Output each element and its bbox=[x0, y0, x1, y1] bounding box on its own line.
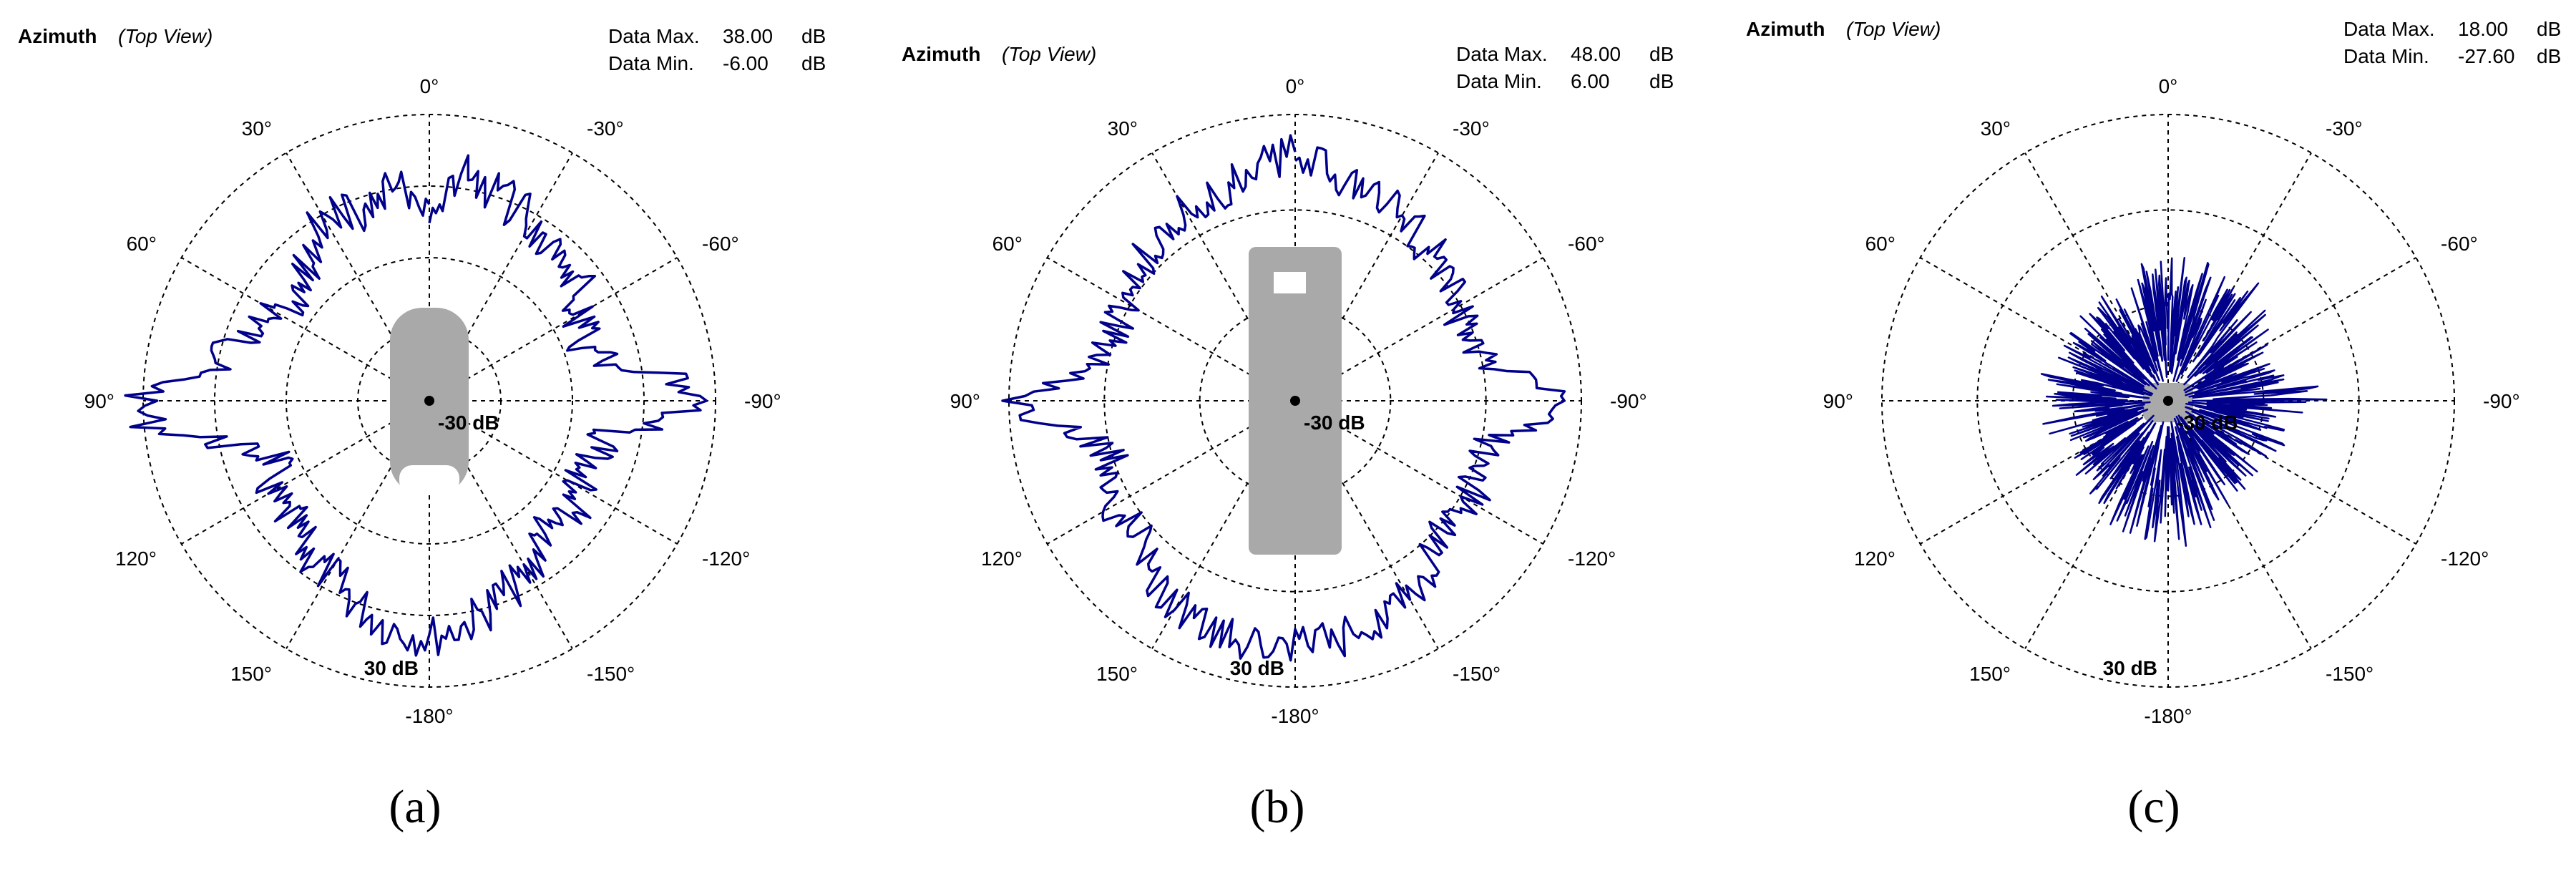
angle-label-6: -180° bbox=[405, 705, 453, 727]
caption-a: (a) bbox=[389, 781, 441, 833]
data-min-unit: dB bbox=[1649, 70, 1674, 92]
angle-label-10: 60° bbox=[127, 233, 157, 255]
angle-label-3: -90° bbox=[1610, 390, 1647, 412]
chart-header: Azimuth (Top View) Data Max. 48.00 dB Data Mi… bbox=[902, 43, 1674, 92]
data-max-value: 48.00 bbox=[1571, 43, 1621, 65]
data-min-value: -6.00 bbox=[723, 52, 769, 74]
angle-label-4: -120° bbox=[2441, 547, 2489, 570]
angle-label-10: 60° bbox=[1865, 233, 1896, 255]
chart-panel-b: Azimuth (Top View) Data Max. 48.00 dB Data Mi… bbox=[880, 0, 1717, 881]
angle-label-9: 90° bbox=[950, 390, 980, 412]
angle-label-8: 120° bbox=[1854, 547, 1896, 570]
angle-label-5: -150° bbox=[587, 663, 635, 685]
chart-header: Azimuth (Top View) Data Max. 38.00 dB Data Mi… bbox=[18, 25, 826, 74]
data-min-label: Data Min. bbox=[2343, 45, 2429, 67]
data-series-line bbox=[2040, 256, 2328, 547]
truck-cab-window bbox=[1274, 272, 1306, 293]
chart-title: Azimuth bbox=[18, 25, 97, 47]
data-series-line bbox=[124, 154, 708, 657]
angle-label-10: 60° bbox=[992, 233, 1023, 255]
angle-label-2: -60° bbox=[2441, 233, 2478, 255]
angle-label-7: 150° bbox=[1969, 663, 2011, 685]
center-label: -30 dB bbox=[2177, 412, 2238, 434]
polar-chart-a: Azimuth (Top View) Data Max. 38.00 dB Data Mi… bbox=[18, 25, 826, 727]
ring-step-label: 30 dB bbox=[364, 657, 419, 679]
angle-label-11: 30° bbox=[242, 117, 272, 140]
angle-label-5: -150° bbox=[1453, 663, 1501, 685]
plot-area: Azimuth (Top View) Data Max. 18.00 dB Data Mi… bbox=[1746, 18, 2561, 727]
angle-label-8: 120° bbox=[115, 547, 157, 570]
chart-title: Azimuth bbox=[1746, 18, 1825, 40]
data-min-value: -27.60 bbox=[2458, 45, 2514, 67]
polar-chart-b: Azimuth (Top View) Data Max. 48.00 dB Data Mi… bbox=[902, 43, 1674, 727]
angle-label-0: 0° bbox=[2159, 75, 2178, 97]
angle-label-0: 0° bbox=[420, 75, 439, 97]
ring-step-label: 30 dB bbox=[2103, 657, 2157, 679]
angle-label-0: 0° bbox=[1286, 75, 1305, 97]
data-max-unit: dB bbox=[2537, 18, 2561, 40]
angle-label-8: 120° bbox=[981, 547, 1023, 570]
car-rear-window bbox=[399, 465, 459, 494]
center-dot bbox=[2163, 396, 2173, 406]
center-label: -30 dB bbox=[438, 412, 499, 434]
angle-label-4: -120° bbox=[702, 547, 750, 570]
polar-chart-c: Azimuth (Top View) Data Max. 18.00 dB Data Mi… bbox=[1746, 18, 2561, 727]
grid-ring-1 bbox=[286, 257, 573, 545]
chart-header: Azimuth (Top View) Data Max. 18.00 dB Data Mi… bbox=[1746, 18, 2561, 67]
ring-step-label: 30 dB bbox=[1230, 657, 1284, 679]
angle-label-1: -30° bbox=[1453, 117, 1490, 140]
angle-label-3: -90° bbox=[2483, 390, 2520, 412]
chart-subtitle: (Top View) bbox=[118, 25, 213, 47]
center-dot bbox=[424, 396, 434, 406]
angle-label-4: -120° bbox=[1568, 547, 1616, 570]
center-dot bbox=[1290, 396, 1300, 406]
angle-label-1: -30° bbox=[587, 117, 624, 140]
angle-label-2: -60° bbox=[702, 233, 739, 255]
chart-panel-a: Azimuth (Top View) Data Max. 38.00 dB Data Mi… bbox=[0, 0, 837, 881]
data-max-value: 38.00 bbox=[723, 25, 773, 47]
chart-panel-c: Azimuth (Top View) Data Max. 18.00 dB Data Mi… bbox=[1732, 0, 2576, 881]
chart-title: Azimuth bbox=[902, 43, 980, 65]
data-series-line bbox=[1001, 134, 1566, 662]
data-max-unit: dB bbox=[801, 25, 826, 47]
angle-label-2: -60° bbox=[1568, 233, 1605, 255]
chart-subtitle: (Top View) bbox=[1846, 18, 1941, 40]
caption-c: (c) bbox=[2127, 781, 2180, 833]
angle-label-7: 150° bbox=[230, 663, 272, 685]
data-min-label: Data Min. bbox=[1456, 70, 1542, 92]
angle-label-11: 30° bbox=[1108, 117, 1138, 140]
data-min-unit: dB bbox=[2537, 45, 2561, 67]
data-max-label: Data Max. bbox=[608, 25, 700, 47]
angle-label-6: -180° bbox=[2144, 705, 2192, 727]
data-max-unit: dB bbox=[1649, 43, 1674, 65]
plot-area: Azimuth (Top View) Data Max. 38.00 dB Data Mi… bbox=[18, 25, 826, 727]
angle-label-7: 150° bbox=[1096, 663, 1138, 685]
angle-label-1: -30° bbox=[2326, 117, 2363, 140]
plot-area: Azimuth (Top View) Data Max. 48.00 dB Data Mi… bbox=[902, 43, 1674, 727]
caption-b: (b) bbox=[1249, 781, 1305, 833]
angle-label-6: -180° bbox=[1271, 705, 1319, 727]
angle-label-9: 90° bbox=[1823, 390, 1853, 412]
data-min-unit: dB bbox=[801, 52, 826, 74]
data-max-value: 18.00 bbox=[2458, 18, 2508, 40]
center-label: -30 dB bbox=[1304, 412, 1365, 434]
data-max-label: Data Max. bbox=[1456, 43, 1548, 65]
grid-spoke-210 bbox=[2167, 400, 2312, 649]
angle-label-3: -90° bbox=[744, 390, 781, 412]
angle-label-5: -150° bbox=[2326, 663, 2373, 685]
angle-label-11: 30° bbox=[1981, 117, 2011, 140]
angle-label-9: 90° bbox=[84, 390, 114, 412]
data-max-label: Data Max. bbox=[2343, 18, 2435, 40]
data-min-label: Data Min. bbox=[608, 52, 694, 74]
chart-subtitle: (Top View) bbox=[1002, 43, 1096, 65]
data-min-value: 6.00 bbox=[1571, 70, 1610, 92]
